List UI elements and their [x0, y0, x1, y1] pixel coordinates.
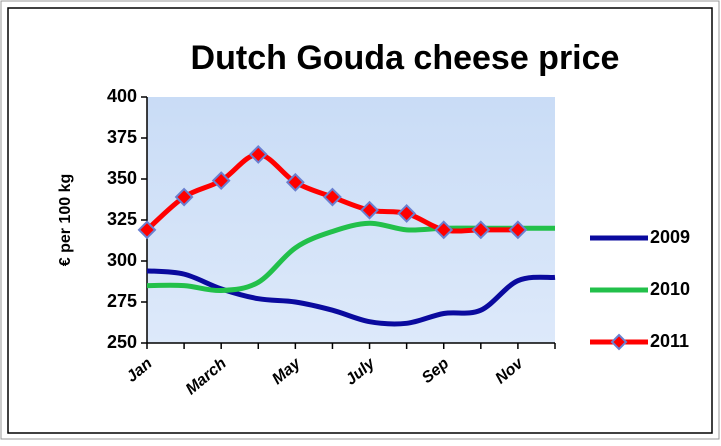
marker [323, 187, 342, 207]
marker [397, 204, 417, 223]
legend-label: 2010 [650, 279, 690, 299]
marker [248, 144, 268, 164]
marker [508, 220, 528, 240]
legend-label: 2009 [650, 227, 690, 247]
y-axis-label: € per 100 kg [57, 174, 74, 267]
y-tick-label: 350 [107, 168, 137, 188]
y-tick-label: 250 [107, 332, 137, 352]
legend-label: 2011 [650, 331, 689, 351]
legend-marker [610, 333, 628, 351]
marker [174, 187, 194, 207]
marker [211, 171, 231, 191]
marker [137, 220, 157, 240]
plot-area [147, 97, 555, 343]
chart-title: Dutch Gouda cheese price [191, 39, 620, 77]
y-tick-label: 325 [107, 209, 137, 229]
marker [434, 220, 454, 240]
marker [360, 200, 379, 220]
marker [285, 172, 305, 192]
series-line [146, 268, 556, 327]
y-tick-label: 275 [107, 291, 137, 311]
y-tick-label: 400 [107, 86, 137, 106]
y-tick-label: 300 [107, 250, 137, 270]
y-tick-label: 375 [107, 127, 137, 147]
marker [471, 220, 491, 240]
